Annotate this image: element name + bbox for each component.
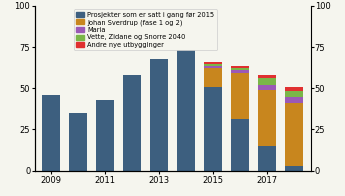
Bar	[204, 66, 222, 68]
Bar	[204, 87, 222, 171]
Bar	[258, 85, 276, 90]
Legend: Prosjekter som er satt i gang før 2015, Johan Sverdrup (fase 1 og 2), Maria, Vet: Prosjekter som er satt i gang før 2015, …	[74, 9, 217, 50]
Bar	[258, 75, 276, 78]
Bar	[285, 87, 303, 91]
Bar	[285, 97, 303, 103]
Bar	[258, 78, 276, 85]
Bar	[231, 70, 249, 73]
Bar	[285, 103, 303, 166]
Bar	[285, 166, 303, 171]
Bar	[177, 47, 195, 171]
Bar	[285, 91, 303, 97]
Bar	[123, 75, 141, 171]
Bar	[231, 66, 249, 68]
Bar	[258, 90, 276, 146]
Bar	[258, 146, 276, 171]
Bar	[204, 64, 222, 66]
Bar	[231, 68, 249, 70]
Bar	[231, 73, 249, 120]
Bar	[204, 68, 222, 87]
Bar	[42, 95, 60, 171]
Bar	[231, 120, 249, 171]
Bar	[204, 62, 222, 64]
Bar	[69, 113, 87, 171]
Bar	[96, 100, 114, 171]
Bar	[150, 59, 168, 171]
